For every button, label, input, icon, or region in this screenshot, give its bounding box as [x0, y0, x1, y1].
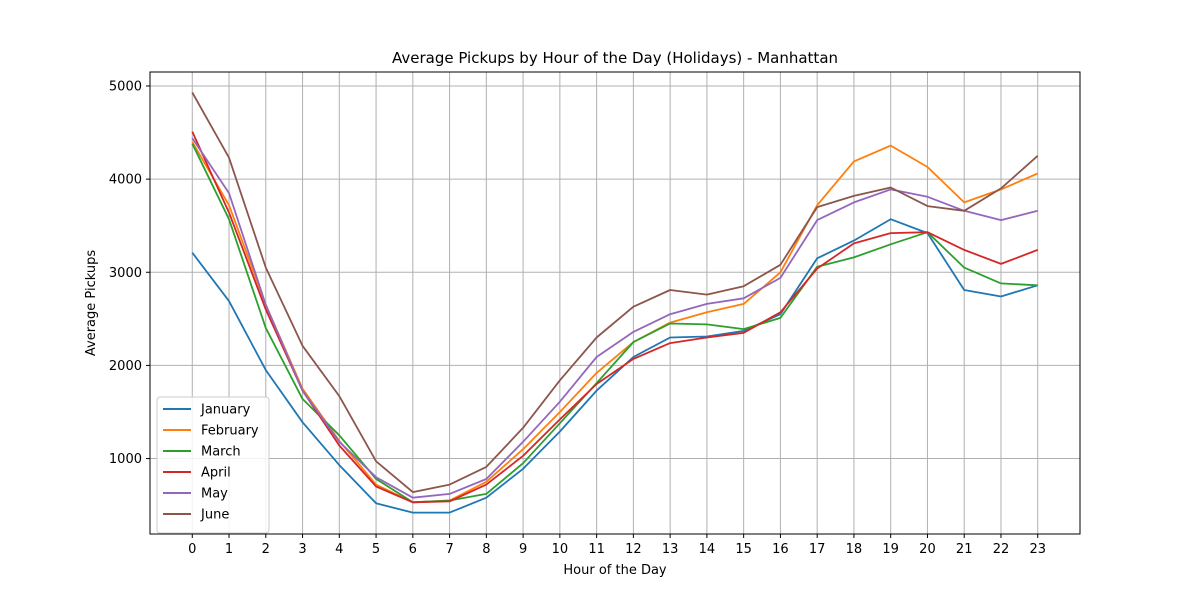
x-tick-label: 15	[735, 542, 752, 557]
plot-frame	[149, 71, 1081, 535]
legend-label: June	[200, 508, 229, 523]
x-tick-label: 14	[699, 542, 716, 557]
x-tick-label: 22	[993, 542, 1010, 557]
x-tick-label: 8	[482, 542, 490, 557]
x-tick-label: 5	[372, 542, 380, 557]
x-tick-label: 16	[772, 542, 789, 557]
series-lines	[191, 92, 1039, 514]
x-tick-label: 6	[409, 542, 417, 557]
x-axis-label: Hour of the Day	[563, 563, 667, 578]
series-line-march	[191, 143, 1038, 504]
x-tick-label: 20	[919, 542, 936, 557]
grid-lines	[150, 72, 1080, 534]
y-tick-label: 2000	[109, 359, 142, 374]
y-tick-label: 1000	[109, 452, 142, 467]
x-tick-label: 12	[625, 542, 642, 557]
series-line-april	[191, 131, 1039, 504]
x-tick-label: 2	[262, 542, 270, 557]
legend-label: April	[201, 466, 231, 481]
y-tick-label: 3000	[109, 266, 142, 281]
x-tick-label: 7	[445, 542, 453, 557]
series-line-may	[191, 137, 1038, 499]
x-tick-label: 18	[846, 542, 863, 557]
series-line-january	[191, 218, 1038, 514]
x-tick-label: 3	[298, 542, 306, 557]
chart-title: Average Pickups by Hour of the Day (Holi…	[392, 49, 838, 67]
axes: 0 1 2 3 4 5 6 7 8 9 10 11 12 13 14 15 16 17 18 19 20 21 22 2310…	[109, 79, 1046, 557]
legend-label: May	[201, 487, 228, 502]
x-tick-label: 4	[335, 542, 343, 557]
y-tick-label: 5000	[109, 79, 142, 94]
x-tick-label: 21	[956, 542, 973, 557]
legend-label: February	[201, 424, 259, 439]
legend: January February March April May June	[156, 396, 270, 534]
legend-label: January	[200, 403, 251, 418]
x-tick-label: 9	[519, 542, 527, 557]
x-tick-label: 19	[882, 542, 899, 557]
series-line-june	[191, 92, 1039, 494]
legend-label: March	[201, 445, 241, 460]
x-tick-label: 11	[588, 542, 605, 557]
x-tick-label: 10	[552, 542, 569, 557]
x-tick-label: 23	[1029, 542, 1046, 557]
x-tick-label: 1	[225, 542, 233, 557]
x-tick-label: 13	[662, 542, 679, 557]
x-tick-label: 0	[188, 542, 196, 557]
x-tick-label: 17	[809, 542, 826, 557]
y-tick-label: 4000	[109, 173, 142, 188]
y-axis-label: Average Pickups	[84, 250, 99, 356]
